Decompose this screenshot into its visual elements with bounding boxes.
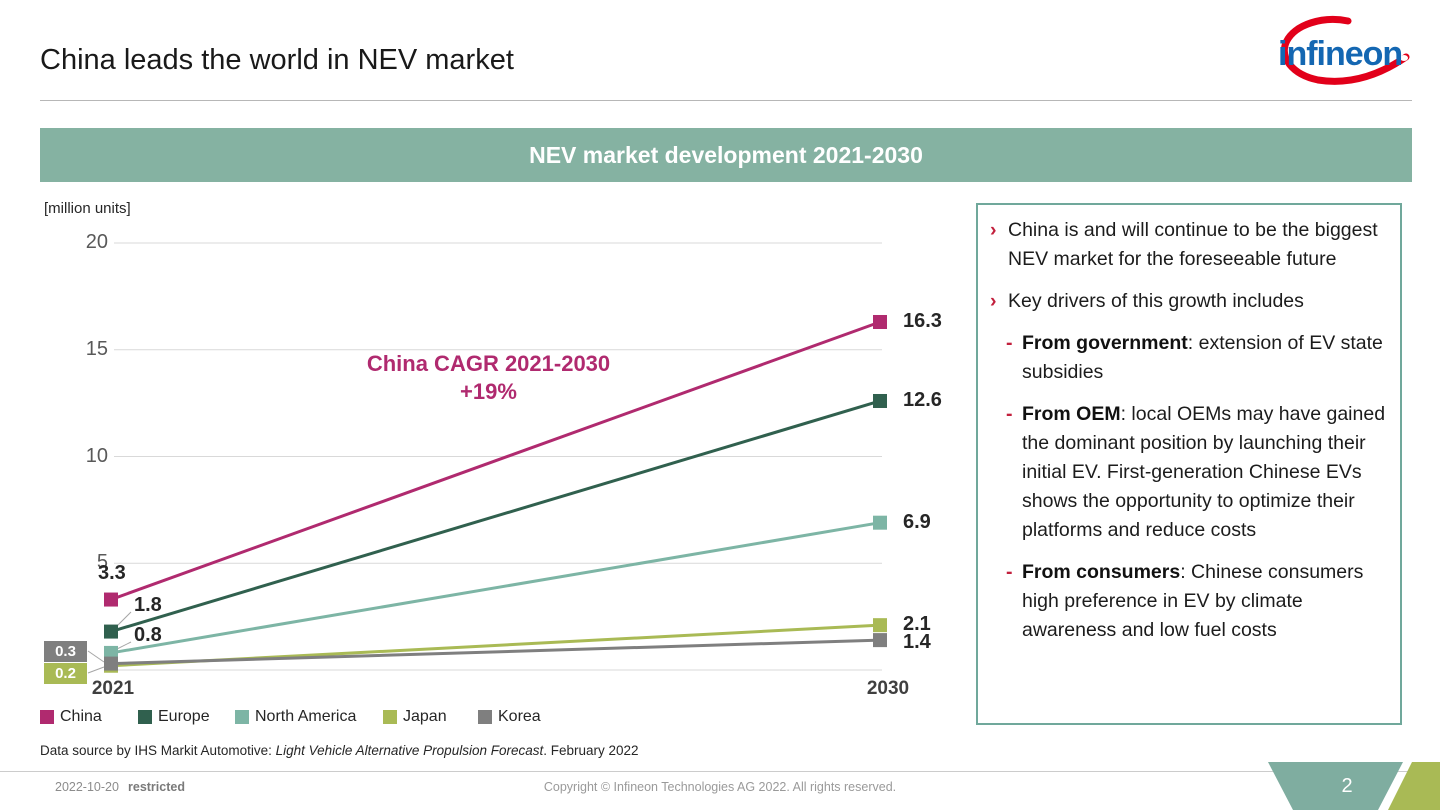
page-number: 2 bbox=[1341, 775, 1353, 797]
corner-teal-shape bbox=[1268, 762, 1403, 810]
bullet-marker-icon: - bbox=[1006, 561, 1013, 583]
key-points-panel: › China is and will continue to be the bi… bbox=[976, 203, 1402, 725]
chart-unit-label: [million units] bbox=[44, 200, 131, 217]
y-axis-tick: 20 bbox=[85, 231, 108, 253]
logo-swoosh bbox=[1280, 16, 1410, 85]
title-divider bbox=[40, 100, 1412, 101]
chart-banner-title: NEV market development 2021-2030 bbox=[529, 141, 923, 168]
label-leader-line bbox=[87, 650, 105, 663]
footer-classification: restricted bbox=[128, 780, 185, 794]
legend-label: Japan bbox=[403, 708, 447, 725]
legend-label: China bbox=[60, 708, 102, 725]
value-label-2021-china: 3.3 bbox=[98, 562, 126, 584]
series-line-china bbox=[110, 320, 881, 601]
series-line-europe bbox=[110, 399, 881, 634]
y-axis-tick: 15 bbox=[85, 337, 108, 360]
x-axis-label-2030: 2030 bbox=[866, 678, 910, 699]
value-label-2030-europe: 12.6 bbox=[903, 388, 942, 411]
legend-label: Europe bbox=[158, 708, 210, 725]
sub-bullet: - From government: extension of EV state … bbox=[1006, 329, 1386, 387]
footer-date: 2022-10-20 bbox=[55, 780, 119, 794]
x-axis-label-2021: 2021 bbox=[91, 678, 135, 699]
cagr-annotation-line1: China CAGR 2021-2030 bbox=[366, 351, 611, 376]
cagr-annotation: China CAGR 2021-2030 +19% bbox=[316, 350, 661, 406]
bullet-marker-icon: › bbox=[990, 219, 997, 241]
chart-banner: NEV market development 2021-2030 bbox=[40, 128, 1412, 182]
series-line-korea bbox=[110, 638, 881, 666]
data-point-marker bbox=[104, 624, 118, 639]
legend-swatch-icon bbox=[383, 710, 397, 724]
bullet-text: From government: extension of EV state s… bbox=[1022, 332, 1383, 383]
data-point-marker bbox=[104, 656, 118, 671]
legend-item-korea: Korea bbox=[478, 708, 541, 726]
bullet-marker-icon: › bbox=[990, 290, 997, 312]
value-label-2021-japan: 0.2 bbox=[44, 663, 87, 684]
bullet-text: Key drivers of this growth includes bbox=[1008, 290, 1304, 312]
sub-bullet: - From OEM: local OEMs may have gained th… bbox=[1006, 400, 1386, 545]
value-label-2030-china: 16.3 bbox=[903, 309, 942, 332]
legend-item-north-america: North America bbox=[235, 708, 356, 726]
data-source-note: Data source by IHS Markit Automotive: Li… bbox=[40, 743, 639, 758]
legend-item-europe: Europe bbox=[138, 708, 210, 726]
data-point-marker bbox=[104, 645, 118, 660]
value-label-2021-korea: 0.3 bbox=[44, 641, 87, 662]
bullet: › Key drivers of this growth includes bbox=[990, 287, 1386, 316]
legend-swatch-icon bbox=[40, 710, 54, 724]
sub-bullet: - From consumers: Chinese consumers high … bbox=[1006, 558, 1386, 645]
data-source-suffix: . February 2022 bbox=[543, 743, 639, 758]
value-label-2030-korea: 1.4 bbox=[903, 631, 931, 654]
label-leader-line bbox=[87, 666, 105, 674]
legend-label: North America bbox=[255, 708, 357, 725]
bullet-text: From OEM: local OEMs may have gained the… bbox=[1022, 403, 1386, 541]
data-point-marker bbox=[873, 314, 887, 329]
legend-swatch-icon bbox=[478, 710, 492, 724]
series-line-north-america bbox=[110, 521, 881, 655]
legend-item-japan: Japan bbox=[383, 708, 447, 726]
cagr-annotation-line2: +19% bbox=[460, 379, 517, 404]
bullet: › China is and will continue to be the bi… bbox=[990, 216, 1386, 274]
y-axis-tick: 10 bbox=[85, 444, 108, 467]
y-axis-tick: 5 bbox=[96, 551, 108, 574]
legend-swatch-icon bbox=[138, 710, 152, 724]
data-source-prefix: Data source by IHS Markit Automotive: bbox=[40, 743, 276, 758]
value-label-2021-europe: 1.8 bbox=[134, 594, 162, 616]
legend-label: Korea bbox=[498, 708, 541, 725]
data-point-marker bbox=[873, 393, 887, 408]
footer-copyright: Copyright © Infineon Technologies AG 202… bbox=[543, 780, 897, 794]
footer-divider bbox=[0, 771, 1440, 772]
page-title: China leads the world in NEV market bbox=[40, 44, 514, 76]
corner-olive-shape bbox=[1388, 762, 1440, 810]
nev-line-chart bbox=[87, 242, 887, 674]
bullet-text: China is and will continue to be the big… bbox=[1008, 219, 1378, 270]
bullet-text: From consumers: Chinese consumers high p… bbox=[1022, 561, 1364, 641]
footer-corner-decoration bbox=[1268, 762, 1440, 810]
bullet-marker-icon: - bbox=[1006, 332, 1013, 354]
data-point-marker bbox=[104, 592, 118, 607]
legend-item-china: China bbox=[40, 708, 102, 726]
value-label-2030-north america: 6.9 bbox=[903, 510, 931, 533]
value-label-2030-japan: 2.1 bbox=[903, 613, 931, 636]
data-point-marker bbox=[873, 515, 887, 530]
data-point-marker bbox=[873, 633, 887, 648]
legend-swatch-icon bbox=[235, 710, 249, 724]
logo-wordmark: infineon bbox=[1278, 35, 1402, 73]
infineon-logo: infineon bbox=[1278, 16, 1410, 85]
data-source-title: Light Vehicle Alternative Propulsion For… bbox=[275, 743, 544, 758]
logo-swoosh-tip bbox=[1400, 55, 1408, 61]
value-label-2021-north america: 0.8 bbox=[134, 624, 162, 646]
data-point-marker bbox=[873, 618, 887, 633]
bullet-marker-icon: - bbox=[1006, 403, 1013, 425]
